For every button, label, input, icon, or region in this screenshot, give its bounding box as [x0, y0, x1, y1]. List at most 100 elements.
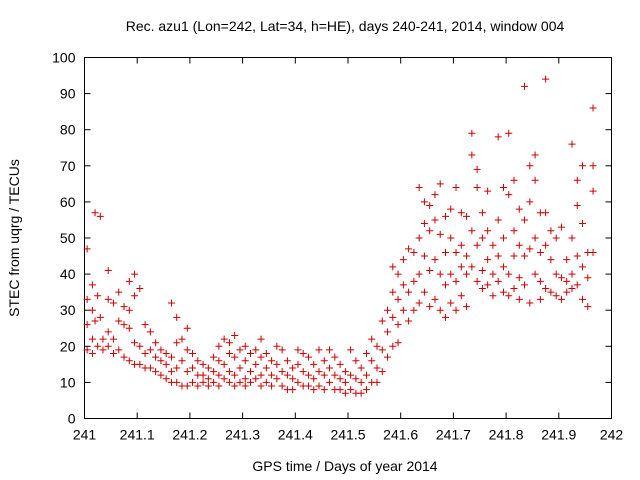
data-point [225, 350, 233, 358]
data-point [183, 346, 191, 354]
data-point [441, 281, 449, 289]
data-point [521, 281, 529, 289]
data-point [125, 357, 133, 365]
data-point [568, 234, 576, 242]
data-point [394, 321, 402, 329]
data-point [347, 346, 355, 354]
data-point [431, 256, 439, 264]
data-point [568, 270, 576, 278]
data-point [83, 295, 91, 303]
data-point [210, 353, 218, 361]
data-point [468, 151, 476, 159]
data-point [247, 368, 255, 376]
data-point [304, 371, 312, 379]
data-point [399, 306, 407, 314]
data-point [96, 313, 104, 321]
data-point [315, 382, 323, 390]
data-point [94, 292, 102, 300]
data-point [510, 252, 518, 260]
data-point [415, 270, 423, 278]
data-point [420, 252, 428, 260]
data-point [557, 223, 565, 231]
data-point [362, 371, 370, 379]
data-point [320, 386, 328, 394]
data-point [373, 378, 381, 386]
data-point [262, 350, 270, 358]
data-point [452, 306, 460, 314]
data-point [579, 263, 587, 271]
data-point [542, 75, 550, 83]
data-point [320, 371, 328, 379]
data-point [405, 245, 413, 253]
data-point [499, 263, 507, 271]
y-tick-label: 30 [60, 302, 76, 318]
data-point [368, 357, 376, 365]
data-point [167, 353, 175, 361]
data-point [252, 360, 260, 368]
data-point [568, 285, 576, 293]
data-point [457, 292, 465, 300]
data-point [499, 183, 507, 191]
data-point [410, 306, 418, 314]
data-point [463, 270, 471, 278]
data-point [326, 378, 334, 386]
data-point [494, 216, 502, 224]
x-axis-ticks: 241 241.1 241.2 241.3 241.4 241.5 241.6 241.7 24… [73, 57, 623, 443]
data-point [452, 277, 460, 285]
data-point [399, 256, 407, 264]
data-point [589, 187, 597, 195]
data-point [278, 346, 286, 354]
data-point [83, 346, 91, 354]
data-point [441, 313, 449, 321]
x-tick-label: 241.5 [330, 427, 365, 443]
data-point [173, 364, 181, 372]
data-point [336, 375, 344, 383]
data-point [552, 270, 560, 278]
data-point [141, 321, 149, 329]
y-tick-label: 70 [60, 158, 76, 174]
data-point [378, 368, 386, 376]
data-point [241, 357, 249, 365]
data-point [109, 350, 117, 358]
data-point [399, 281, 407, 289]
data-point [131, 339, 139, 347]
data-point [579, 295, 587, 303]
data-point [394, 339, 402, 347]
y-tick-label: 0 [68, 411, 76, 427]
data-point [573, 202, 581, 210]
data-point [384, 306, 392, 314]
data-point [415, 234, 423, 242]
data-point [410, 277, 418, 285]
data-point [505, 292, 513, 300]
data-point [526, 198, 534, 206]
data-point [557, 295, 565, 303]
data-point [136, 342, 144, 350]
data-point [183, 382, 191, 390]
data-point [336, 386, 344, 394]
data-point [362, 350, 370, 358]
data-point [199, 371, 207, 379]
data-point [268, 371, 276, 379]
data-point [88, 350, 96, 358]
data-point [357, 378, 365, 386]
data-point [362, 386, 370, 394]
data-point [178, 335, 186, 343]
data-point [426, 303, 434, 311]
y-tick-label: 80 [60, 122, 76, 138]
data-point [88, 306, 96, 314]
data-point [115, 288, 123, 296]
data-point [526, 299, 534, 307]
data-point [247, 350, 255, 358]
data-point [515, 241, 523, 249]
data-point [283, 371, 291, 379]
data-point [115, 317, 123, 325]
data-point [236, 364, 244, 372]
data-point [294, 360, 302, 368]
data-point [415, 183, 423, 191]
data-point [252, 375, 260, 383]
x-tick-label: 241.2 [172, 427, 207, 443]
data-point [220, 335, 228, 343]
data-point [88, 335, 96, 343]
data-point [146, 346, 154, 354]
data-point [494, 252, 502, 260]
